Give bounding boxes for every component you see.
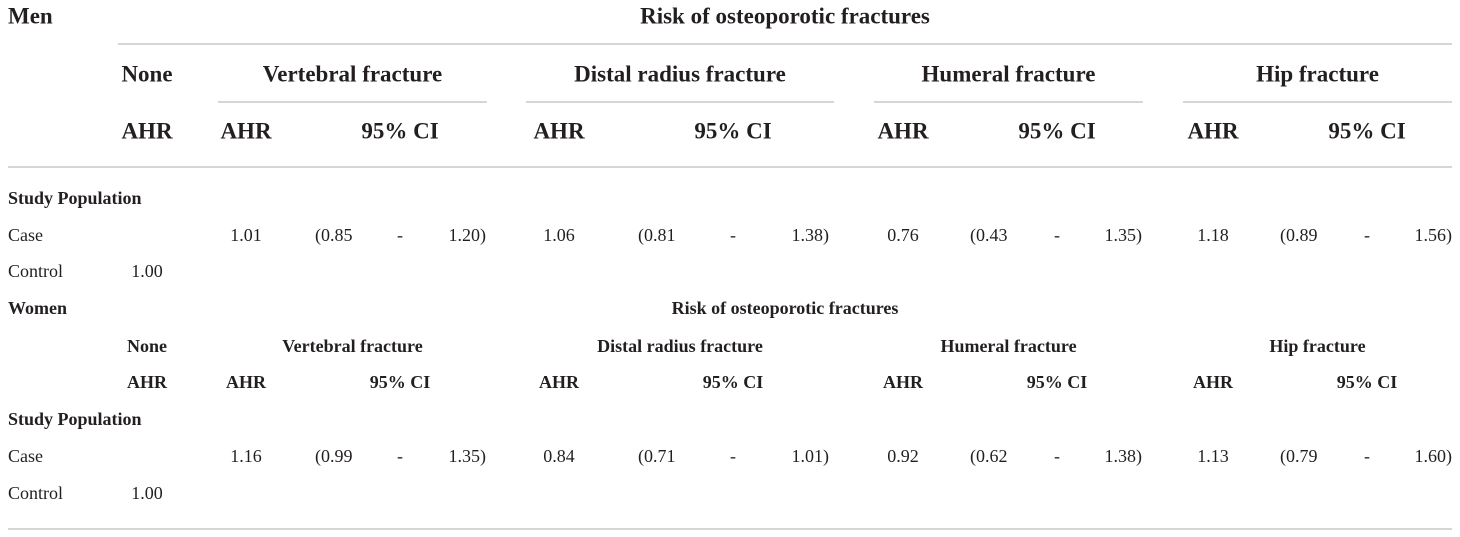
cell: (0.99 <box>315 446 353 467</box>
cell: 0.84 <box>543 446 575 466</box>
reference-stat: AHR <box>121 118 173 143</box>
reference-header: None <box>121 61 172 86</box>
ci-header: 95% CI <box>694 118 771 143</box>
stat-header: AHR <box>226 372 267 392</box>
cell: - <box>1054 225 1060 245</box>
cell: 1.56) <box>1415 225 1453 246</box>
cell: 1.20) <box>449 225 487 246</box>
ci-header: 95% CI <box>1018 118 1095 143</box>
row-label: Control <box>8 483 63 503</box>
cell: 1.01 <box>230 225 262 245</box>
cell: 1.16 <box>230 446 262 466</box>
reference-stat: AHR <box>127 372 168 392</box>
cell: 1.18 <box>1197 225 1229 245</box>
cell: 1.01) <box>792 446 830 467</box>
cell: 1.38) <box>1105 446 1143 467</box>
group-label: Men <box>8 3 53 28</box>
fracture-header: Humeral fracture <box>922 61 1096 86</box>
fracture-header: Hip fracture <box>1256 61 1379 86</box>
stat-header: AHR <box>533 118 585 143</box>
ci-header: 95% CI <box>361 118 438 143</box>
group-label: Women <box>8 298 67 318</box>
row-label: Case <box>8 225 43 245</box>
cell: 1.60) <box>1415 446 1453 467</box>
cell: 0.92 <box>887 446 919 466</box>
cell: - <box>397 225 403 245</box>
stat-header: AHR <box>539 372 580 392</box>
ci-header: 95% CI <box>1328 118 1405 143</box>
cell: 1.35) <box>449 446 487 467</box>
cell: 1.13 <box>1197 446 1229 466</box>
row-label: Control <box>8 261 63 281</box>
ci-header: 95% CI <box>703 372 764 392</box>
cell: (0.79 <box>1280 446 1318 467</box>
ci-header: 95% CI <box>1337 372 1398 392</box>
cell: 1.00 <box>131 261 163 281</box>
stat-header: AHR <box>1187 118 1239 143</box>
cell: (0.43 <box>970 225 1008 246</box>
cell: (0.85 <box>315 225 353 246</box>
subgroup-label: Study Population <box>8 188 142 208</box>
cell: - <box>730 225 736 245</box>
fracture-header: Humeral fracture <box>940 336 1076 356</box>
cell: 1.00 <box>131 483 163 503</box>
section-title: Risk of osteoporotic fractures <box>640 3 930 28</box>
cell: 0.76 <box>887 225 919 245</box>
section-title: Risk of osteoporotic fractures <box>672 298 899 318</box>
fracture-header: Distal radius fracture <box>574 61 786 86</box>
cell: (0.89 <box>1280 225 1318 246</box>
stat-header: AHR <box>220 118 272 143</box>
row-label: Case <box>8 446 43 466</box>
fracture-header: Vertebral fracture <box>282 336 422 356</box>
cell: (0.62 <box>970 446 1008 467</box>
cell: 1.38) <box>792 225 830 246</box>
cell: 1.06 <box>543 225 575 245</box>
ci-header: 95% CI <box>1027 372 1088 392</box>
fracture-header: Vertebral fracture <box>263 61 442 86</box>
fracture-header: Distal radius fracture <box>597 336 763 356</box>
cell: (0.81 <box>638 225 676 246</box>
cell: - <box>1364 446 1370 466</box>
reference-header: None <box>127 336 167 356</box>
cell: - <box>1364 225 1370 245</box>
subgroup-label: Study Population <box>8 409 142 429</box>
cell: - <box>397 446 403 466</box>
fracture-header: Hip fracture <box>1269 336 1365 356</box>
cell: (0.71 <box>638 446 676 467</box>
stat-header: AHR <box>1193 372 1234 392</box>
cell: - <box>1054 446 1060 466</box>
cell: - <box>730 446 736 466</box>
stat-header: AHR <box>877 118 929 143</box>
stat-header: AHR <box>883 372 924 392</box>
ci-header: 95% CI <box>370 372 431 392</box>
cell: 1.35) <box>1105 225 1143 246</box>
